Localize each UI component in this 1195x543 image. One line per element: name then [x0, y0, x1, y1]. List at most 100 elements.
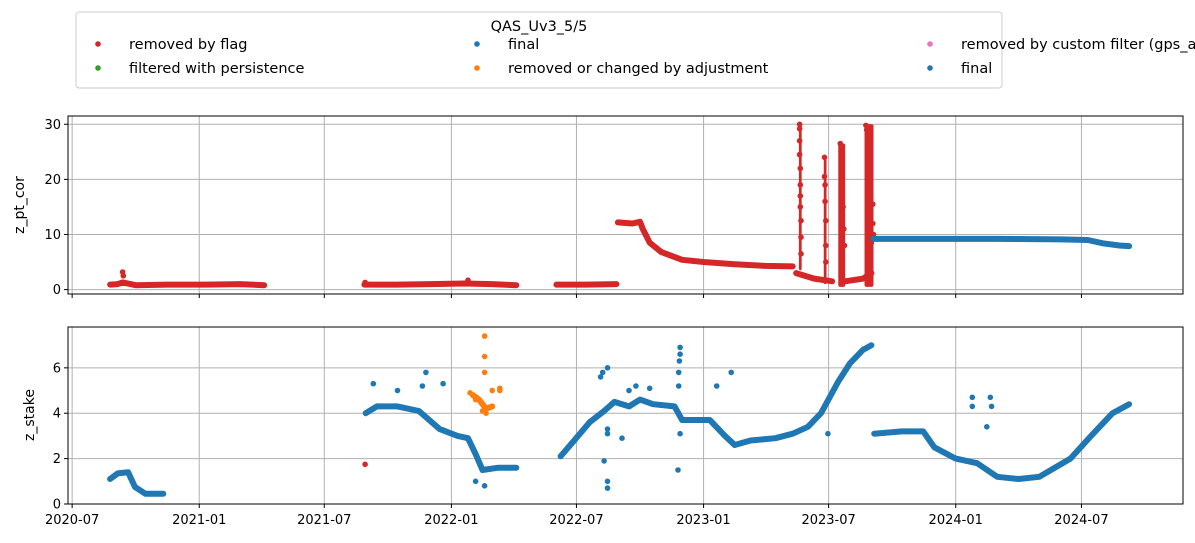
ylabel-top: z_pt_cor: [12, 176, 28, 234]
panel-bottom: 0 2 4 6 2020-07 2021-01 2021-07 2022-01 2022-07…: [22, 326, 1184, 528]
data-point: [797, 204, 804, 210]
legend-label: final: [508, 37, 539, 53]
data-point: [796, 151, 803, 158]
data-point: [867, 187, 873, 194]
legend-frame: [75, 11, 1003, 89]
y-axis-top: 0 10 20 30: [44, 118, 68, 298]
y-axis-bottom: 0 2 4 6: [53, 361, 68, 513]
legend-label: final: [961, 61, 992, 77]
data-point: [604, 478, 611, 485]
data-point: [821, 173, 828, 180]
data-trace: [793, 270, 836, 285]
axes-frame-bottom: [67, 326, 1184, 505]
data-point: [984, 424, 990, 430]
data-point: [497, 387, 503, 394]
plot-area-bottom: [107, 333, 1133, 497]
legend-label: filtered with persistence: [129, 61, 305, 77]
data-point: [796, 138, 803, 144]
data-point: [796, 121, 803, 128]
data-point: [870, 201, 876, 207]
data-trace: [107, 279, 268, 289]
data-trace: [870, 235, 1133, 250]
legend-title: QAS_Uv3_5/5: [491, 19, 588, 35]
data-point: [604, 426, 611, 432]
data-point: [370, 380, 377, 387]
legend-entry: final: [927, 61, 992, 77]
data-point: [604, 430, 611, 437]
data-point: [465, 277, 471, 284]
data-point: [481, 333, 488, 339]
data-point: [837, 140, 844, 147]
data-point: [863, 127, 870, 133]
data-point: [633, 383, 639, 389]
legend-label: removed by custom filter (gps_alt, tilt …: [961, 37, 1195, 53]
data-point: [677, 344, 683, 351]
data-point: [866, 171, 873, 177]
x-tick-label: 2024-07: [1054, 513, 1108, 528]
y-tick-label: 20: [44, 173, 61, 188]
data-point: [728, 369, 734, 376]
data-point: [604, 365, 611, 371]
data-point: [481, 353, 488, 360]
x-axis-bottom: 2020-07 2021-01 2021-07 2022-01 2022-07 2023-…: [45, 504, 1109, 528]
data-point: [988, 403, 995, 410]
data-point: [619, 435, 625, 442]
data-trace: [553, 281, 620, 288]
data-trace: [361, 280, 520, 289]
legend-entry: filtered with persistence: [95, 61, 305, 77]
data-point: [822, 182, 828, 188]
data-point: [839, 176, 846, 183]
legend-marker: [927, 65, 933, 71]
data-point: [987, 394, 994, 401]
data-point: [604, 485, 611, 491]
data-trace: [107, 469, 167, 497]
legend-marker: [927, 41, 933, 47]
data-point: [489, 387, 496, 394]
x-tick-label: 2022-07: [549, 513, 603, 528]
data-point: [798, 217, 804, 224]
legend-marker: [95, 65, 101, 71]
data-point: [440, 380, 446, 387]
data-point: [797, 193, 804, 199]
data-point: [823, 217, 829, 224]
data-point: [798, 234, 804, 240]
data-point: [840, 204, 846, 210]
data-point: [675, 467, 681, 473]
data-point: [870, 220, 876, 227]
data-point: [969, 403, 976, 410]
y-tick-label: 4: [53, 407, 61, 422]
data-trace: [614, 218, 796, 270]
data-point: [798, 251, 804, 257]
data-point: [863, 122, 869, 129]
legend-entry: removed by custom filter (gps_alt, tilt …: [927, 37, 1195, 53]
data-point: [362, 461, 368, 468]
y-tick-label: 30: [44, 118, 61, 133]
x-tick-label: 2024-01: [929, 513, 983, 528]
legend-marker: [474, 65, 480, 71]
x-tick-label: 2021-07: [297, 513, 351, 528]
data-point: [825, 430, 831, 437]
series-removed-by-flag: [107, 121, 877, 289]
data-point: [472, 396, 479, 403]
data-point: [677, 351, 683, 358]
data-point: [823, 242, 829, 249]
data-trace: [557, 342, 875, 460]
data-point: [472, 478, 479, 485]
plot-area-top: [107, 121, 1133, 289]
data-point: [713, 383, 720, 389]
legend-entry: final: [474, 37, 539, 53]
data-point: [865, 146, 871, 152]
x-tick-label: 2021-01: [172, 513, 226, 528]
x-axis-top: [71, 294, 1082, 298]
series-removed-by-flag: [362, 461, 368, 468]
legend-label: removed or changed by adjustment: [508, 61, 769, 77]
data-trace: [362, 403, 520, 473]
x-tick-label: 2023-01: [676, 513, 730, 528]
data-point: [599, 369, 606, 376]
data-point: [838, 149, 844, 155]
data-band: [838, 143, 846, 287]
legend-marker: [474, 41, 480, 47]
ylabel-bottom: z_stake: [22, 389, 38, 441]
legend-entry: removed or changed by adjustment: [474, 61, 769, 77]
